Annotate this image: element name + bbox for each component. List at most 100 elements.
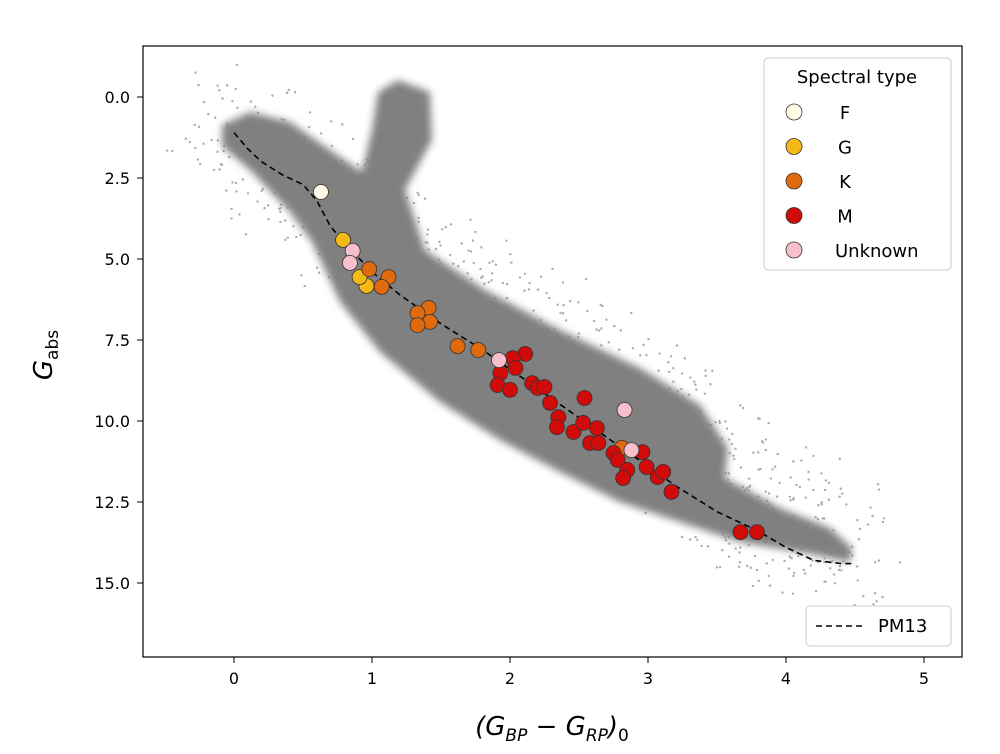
background-star <box>488 261 491 265</box>
background-star <box>207 112 210 116</box>
x-tick-label: 0 <box>229 669 239 688</box>
background-star <box>832 573 836 576</box>
background-star <box>501 281 505 285</box>
legend-label-m: M <box>837 207 853 228</box>
background-star <box>564 319 568 322</box>
background-star <box>231 181 234 184</box>
background-star <box>764 448 768 452</box>
background-star <box>619 329 623 332</box>
background-star <box>293 91 297 94</box>
background-star <box>449 223 453 226</box>
background-star <box>704 369 707 372</box>
background-star <box>814 515 817 519</box>
star-point-m <box>655 463 672 480</box>
background-star <box>235 63 239 67</box>
background-star <box>724 420 727 423</box>
legend-marker-f <box>785 103 803 121</box>
background-star <box>718 421 722 425</box>
background-star <box>254 105 257 108</box>
background-star <box>823 488 827 492</box>
background-star <box>586 309 589 313</box>
background-star <box>474 230 477 234</box>
star-point-k <box>449 338 466 355</box>
legend-label-unknown: Unknown <box>835 241 919 262</box>
background-star <box>452 262 455 265</box>
background-star <box>315 266 319 269</box>
star-point-unknown <box>616 402 633 418</box>
background-star <box>833 582 837 585</box>
background-star <box>840 569 843 572</box>
background-star <box>295 235 298 239</box>
background-star <box>714 420 717 424</box>
background-star <box>759 467 762 471</box>
star-point-m <box>576 390 593 406</box>
star-point-m <box>565 424 582 440</box>
background-star <box>494 263 498 266</box>
background-star <box>202 142 205 146</box>
background-star <box>545 291 548 295</box>
background-star <box>212 168 216 172</box>
y-tick-label: 12.5 <box>94 493 130 512</box>
background-star <box>829 567 832 570</box>
background-star <box>788 555 791 558</box>
background-star <box>792 571 796 575</box>
background-star <box>739 404 742 407</box>
background-star <box>202 100 206 104</box>
background-star <box>695 388 698 391</box>
background-star <box>645 353 648 357</box>
x-tick-label: 5 <box>919 669 929 688</box>
background-star <box>728 542 731 545</box>
background-star <box>877 559 881 562</box>
star-point-k <box>361 261 378 277</box>
background-star <box>823 557 826 560</box>
background-star <box>800 459 803 462</box>
background-star <box>827 481 831 485</box>
background-star <box>523 272 527 275</box>
background-star <box>271 94 274 97</box>
background-star <box>448 253 452 257</box>
background-star <box>802 568 806 572</box>
background-star <box>644 511 647 515</box>
background-star <box>765 562 768 565</box>
background-star <box>721 549 724 552</box>
background-star <box>228 155 231 159</box>
y-tick-label: 7.5 <box>105 331 130 350</box>
background-star <box>528 281 531 285</box>
background-star <box>539 275 543 278</box>
background-star <box>605 318 608 321</box>
background-star <box>823 580 826 583</box>
background-star <box>256 111 260 114</box>
star-point-m <box>749 524 765 541</box>
background-star <box>592 319 596 323</box>
background-star <box>774 465 777 468</box>
background-star <box>739 546 742 549</box>
star-point-m <box>609 451 626 468</box>
background-star <box>753 554 757 558</box>
background-star <box>752 451 755 454</box>
background-star <box>480 246 483 249</box>
background-star <box>811 559 814 562</box>
background-star <box>263 206 266 210</box>
background-star <box>639 354 642 357</box>
background-star <box>595 328 598 331</box>
background-star <box>838 495 841 498</box>
background-star <box>505 283 509 286</box>
background-star <box>845 503 848 506</box>
background-star <box>216 139 219 142</box>
background-star <box>775 495 779 498</box>
background-star <box>727 555 731 558</box>
background-star <box>680 535 684 539</box>
background-star <box>466 272 469 275</box>
background-star <box>718 565 722 569</box>
background-star <box>771 468 774 471</box>
background-star <box>292 225 295 228</box>
background-star <box>470 278 473 281</box>
background-star <box>873 561 877 564</box>
background-star <box>767 421 770 425</box>
background-star <box>667 361 670 364</box>
y-tick-label: 5.0 <box>105 250 130 269</box>
star-point-g <box>335 231 351 248</box>
background-star <box>751 584 755 588</box>
star-point-m <box>549 419 565 436</box>
